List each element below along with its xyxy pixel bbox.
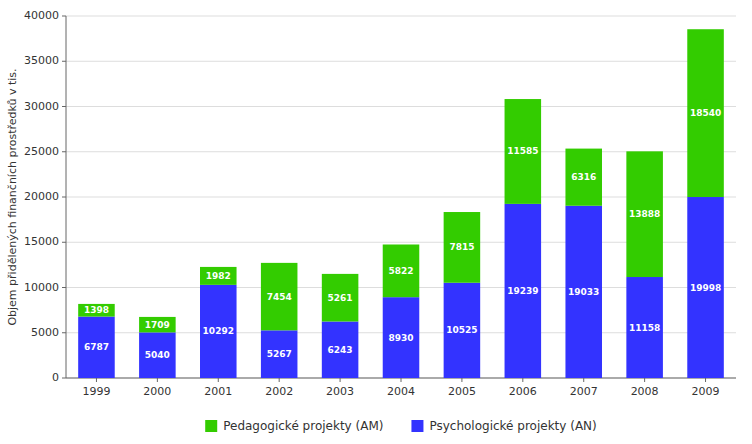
data-label: 8930 xyxy=(388,333,413,343)
bar-segment xyxy=(261,263,298,330)
x-tick xyxy=(461,378,462,382)
x-tick xyxy=(157,378,158,382)
data-label: 1982 xyxy=(206,271,231,281)
legend-label: Pedagogické projekty (AM) xyxy=(223,419,383,433)
data-label: 1709 xyxy=(145,320,170,330)
data-label: 5040 xyxy=(145,350,170,360)
grid-line xyxy=(66,16,736,17)
data-label: 10525 xyxy=(446,325,477,335)
bar-segment xyxy=(444,212,481,283)
x-tick xyxy=(522,378,523,382)
x-tick xyxy=(279,378,280,382)
data-label: 18540 xyxy=(690,108,721,118)
bar-segment xyxy=(626,151,663,277)
y-tick xyxy=(62,378,66,379)
data-label: 10292 xyxy=(203,326,234,336)
x-tick-label: 2000 xyxy=(143,385,171,398)
bar-segment xyxy=(322,322,359,378)
bar-segment xyxy=(261,330,298,378)
bar-segment xyxy=(200,285,237,378)
y-tick xyxy=(62,106,66,107)
x-tick-label: 2001 xyxy=(204,385,232,398)
data-label: 7815 xyxy=(449,242,474,252)
bar-segment xyxy=(626,277,663,378)
y-tick-label: 40000 xyxy=(24,9,59,22)
y-tick-label: 25000 xyxy=(24,145,59,158)
y-axis-label: Objem přidělených finančních prostředků … xyxy=(6,68,19,325)
data-label: 19033 xyxy=(568,287,599,297)
data-label: 7454 xyxy=(267,292,292,302)
legend: Pedagogické projekty (AM) Psychologické p… xyxy=(205,419,597,433)
data-label: 19239 xyxy=(507,286,538,296)
bar-segment xyxy=(505,204,542,378)
bar-segment xyxy=(78,304,115,317)
data-label: 13888 xyxy=(629,209,660,219)
bar-segment xyxy=(565,149,602,206)
data-label: 6243 xyxy=(328,345,353,355)
data-label: 6787 xyxy=(84,342,109,352)
bar-segment xyxy=(505,99,542,204)
grid-line xyxy=(66,106,736,107)
y-tick-label: 30000 xyxy=(24,100,59,113)
y-tick-label: 5000 xyxy=(31,326,59,339)
x-tick xyxy=(218,378,219,382)
y-tick xyxy=(62,242,66,243)
x-tick xyxy=(583,378,584,382)
x-tick xyxy=(401,378,402,382)
grid-line xyxy=(66,61,736,62)
bar-segment xyxy=(200,267,237,285)
x-tick-label: 2008 xyxy=(631,385,659,398)
bars xyxy=(78,29,724,378)
data-label: 5267 xyxy=(267,349,292,359)
bar-segment xyxy=(322,274,359,322)
x-tick-label: 2004 xyxy=(387,385,415,398)
y-tick xyxy=(62,61,66,62)
bar-segment xyxy=(687,29,724,197)
x-tick xyxy=(96,378,97,382)
bar-segment xyxy=(444,283,481,378)
y-tick xyxy=(62,197,66,198)
x-tick xyxy=(644,378,645,382)
bar-segment xyxy=(687,197,724,378)
y-tick-label: 0 xyxy=(52,371,59,384)
legend-swatch xyxy=(411,420,423,432)
axes: 0 5000 10000 15000 20000 25000 30000 35000 40000… xyxy=(24,9,736,398)
grid xyxy=(66,16,736,378)
data-label: 19998 xyxy=(690,283,721,293)
x-tick-label: 2003 xyxy=(326,385,354,398)
x-tick-label: 2002 xyxy=(265,385,293,398)
x-tick-label: 2007 xyxy=(570,385,598,398)
y-tick-label: 35000 xyxy=(24,54,59,67)
y-tick xyxy=(62,151,66,152)
bar-segment xyxy=(383,244,420,297)
data-label: 11585 xyxy=(507,146,538,156)
y-tick xyxy=(62,16,66,17)
x-tick-label: 2005 xyxy=(448,385,476,398)
x-tick xyxy=(705,378,706,382)
data-labels: 6787 5040 10292 5267 6243 8930 10525 19239 19033… xyxy=(84,108,721,360)
x-tick-label: 1999 xyxy=(82,385,110,398)
bar-segment xyxy=(565,206,602,378)
x-tick xyxy=(340,378,341,382)
data-label: 6316 xyxy=(571,172,596,182)
data-label: 1398 xyxy=(84,305,109,315)
bar-segment xyxy=(139,317,176,332)
bar-segment xyxy=(139,332,176,378)
data-label: 11158 xyxy=(629,323,660,333)
y-tick xyxy=(62,287,66,288)
legend-swatch xyxy=(205,420,217,432)
y-tick-label: 20000 xyxy=(24,190,59,203)
data-label: 5261 xyxy=(328,293,353,303)
y-tick xyxy=(62,332,66,333)
data-label: 5822 xyxy=(388,266,413,276)
y-axis-line xyxy=(66,16,67,378)
x-tick-label: 2006 xyxy=(509,385,537,398)
x-tick-label: 2009 xyxy=(692,385,720,398)
bar-segment xyxy=(78,317,115,378)
chart: 0 5000 10000 15000 20000 25000 30000 35000 40000… xyxy=(0,0,752,444)
y-tick-label: 15000 xyxy=(24,235,59,248)
y-tick-label: 10000 xyxy=(24,281,59,294)
legend-label: Psychologické projekty (AN) xyxy=(429,419,596,433)
bar-segment xyxy=(383,297,420,378)
